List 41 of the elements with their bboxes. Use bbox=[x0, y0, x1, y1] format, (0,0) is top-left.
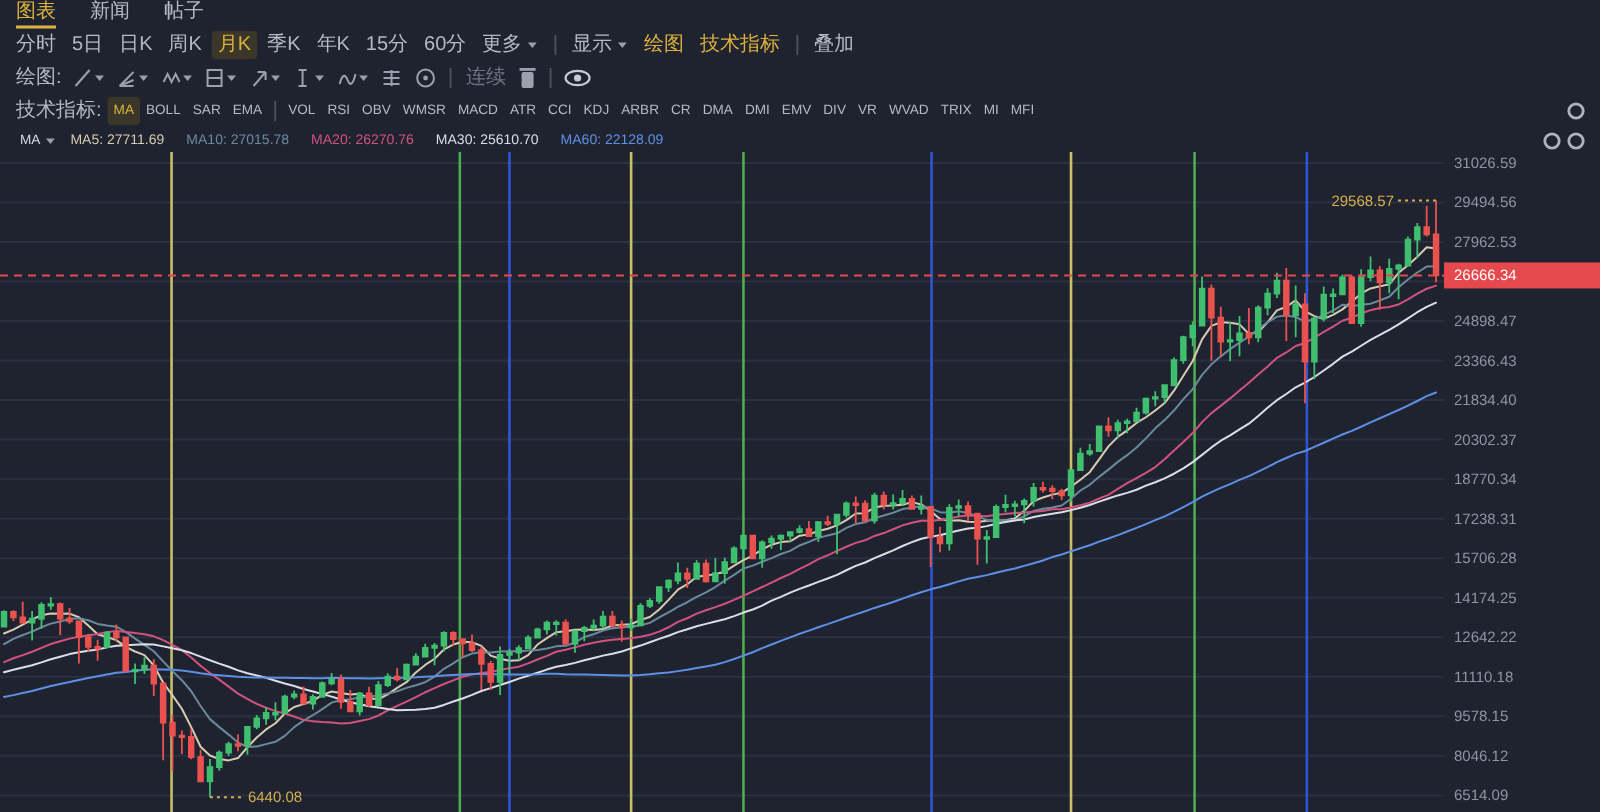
text: 显示 bbox=[572, 34, 613, 56]
candlestick bbox=[300, 685, 307, 706]
text: 年K bbox=[316, 32, 351, 56]
candlestick bbox=[1114, 418, 1122, 439]
text: 60分 bbox=[424, 32, 467, 56]
text: 更多 bbox=[482, 32, 523, 56]
candlestick bbox=[880, 490, 888, 511]
text: 季K bbox=[267, 32, 302, 56]
candlestick bbox=[805, 520, 813, 538]
candlestick bbox=[871, 491, 878, 525]
text: 分时 bbox=[16, 32, 56, 56]
candlestick bbox=[393, 667, 401, 683]
text: 帖子 bbox=[164, 0, 204, 23]
line-series bbox=[3, 391, 1438, 698]
text: 图表 bbox=[16, 0, 56, 23]
candlestick bbox=[693, 559, 700, 580]
text: 新闻 bbox=[90, 0, 130, 23]
text: 15分 bbox=[365, 32, 409, 56]
candlestick bbox=[908, 494, 916, 511]
candlestick bbox=[824, 514, 831, 528]
text: 叠加 bbox=[814, 32, 855, 56]
candlestick bbox=[815, 520, 822, 544]
candlestick bbox=[684, 566, 691, 589]
candlestick bbox=[918, 494, 925, 516]
text: 技术指标: bbox=[14, 98, 102, 122]
candlestick bbox=[562, 618, 569, 645]
candlestick bbox=[356, 691, 363, 717]
text: 绘图 bbox=[644, 32, 685, 56]
candlestick bbox=[1245, 307, 1253, 346]
candlestick bbox=[1301, 292, 1309, 405]
candlestick bbox=[234, 733, 242, 753]
candlestick bbox=[365, 685, 373, 708]
text: 月K bbox=[217, 34, 252, 56]
text: 绘图: bbox=[16, 65, 62, 89]
text: 技术指标 bbox=[698, 32, 781, 56]
text: 5日 bbox=[72, 34, 104, 56]
candlestick bbox=[1292, 284, 1299, 339]
text: 连续 bbox=[465, 65, 506, 89]
candlestick bbox=[1105, 416, 1112, 438]
text: 日K bbox=[119, 34, 154, 56]
text: 周K bbox=[168, 34, 203, 56]
